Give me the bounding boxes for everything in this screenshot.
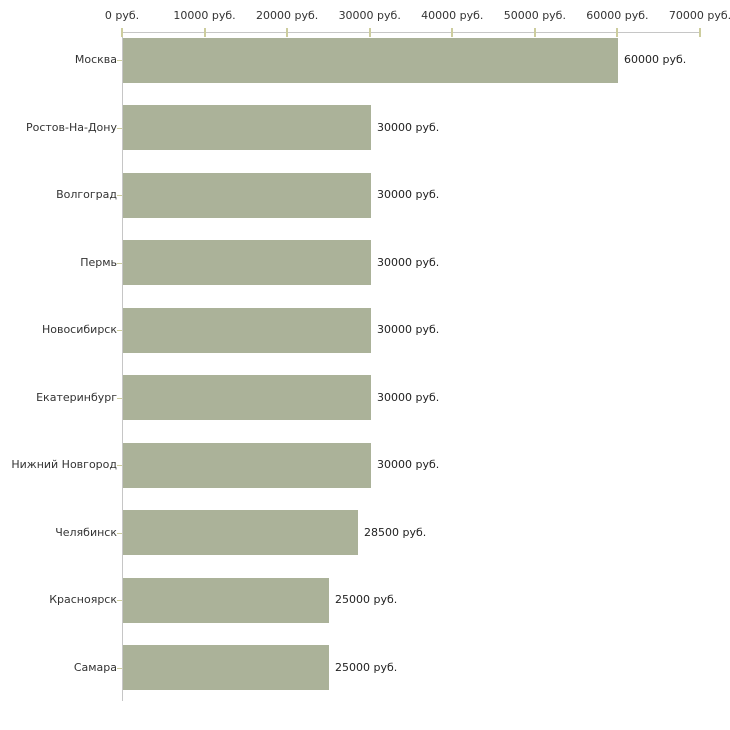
category-label: Красноярск	[49, 593, 117, 607]
category-label: Самара	[73, 660, 117, 674]
x-axis-line	[122, 32, 701, 33]
category-tick-mark	[117, 330, 122, 332]
value-label: 30000 руб.	[377, 120, 440, 134]
x-tick-mark	[286, 28, 289, 37]
x-tick-label: 30000 руб.	[338, 9, 401, 22]
category-tick-mark	[117, 195, 122, 197]
category-tick-mark	[117, 600, 122, 602]
category-label: Ростов-На-Дону	[25, 120, 117, 134]
bar	[123, 240, 371, 286]
value-label: 30000 руб.	[377, 323, 440, 337]
category-tick-mark	[117, 465, 122, 467]
bar	[123, 307, 371, 353]
category-tick-mark	[117, 667, 122, 669]
value-label: 30000 руб.	[377, 188, 440, 202]
bar	[123, 442, 371, 488]
category-tick-mark	[117, 127, 122, 129]
value-label: 28500 руб.	[364, 525, 427, 539]
category-label: Челябинск	[55, 525, 117, 539]
category-label: Новосибирск	[41, 323, 117, 337]
category-label: Волгоград	[56, 188, 117, 202]
bar	[123, 510, 358, 556]
value-label: 30000 руб.	[377, 458, 440, 472]
bar	[123, 172, 371, 218]
bar	[123, 37, 618, 83]
category-tick-mark	[117, 532, 122, 534]
x-tick-label: 10000 руб.	[173, 9, 236, 22]
x-tick-mark	[699, 28, 701, 37]
category-tick-mark	[117, 397, 122, 399]
category-label: Москва	[74, 53, 117, 66]
value-label: 30000 руб.	[377, 390, 440, 404]
value-label: 25000 руб.	[335, 593, 398, 607]
x-tick-label: 0 руб.	[104, 9, 140, 22]
bar	[123, 105, 371, 151]
category-tick-mark	[117, 60, 122, 61]
x-tick-mark	[533, 28, 536, 37]
category-label: Пермь	[80, 255, 117, 269]
bar	[123, 645, 329, 691]
x-tick-label: 40000 руб.	[421, 9, 484, 22]
x-tick-label: 70000 руб.	[668, 9, 730, 22]
bar	[123, 577, 329, 623]
bar	[123, 375, 371, 421]
x-tick-label: 20000 руб.	[256, 9, 319, 22]
x-tick-label: 60000 руб.	[586, 9, 649, 22]
x-tick-mark	[121, 28, 123, 37]
y-axis-line	[122, 32, 123, 701]
value-label: 60000 руб.	[624, 53, 687, 66]
x-tick-label: 50000 руб.	[503, 9, 566, 22]
x-tick-mark	[451, 28, 454, 37]
value-label: 30000 руб.	[377, 255, 440, 269]
category-label: Екатеринбург	[36, 390, 117, 404]
x-tick-mark	[616, 28, 619, 37]
x-tick-mark	[203, 28, 206, 37]
category-tick-mark	[117, 262, 122, 264]
category-label: Нижний Новгород	[11, 458, 117, 472]
x-tick-mark	[368, 28, 371, 37]
value-label: 25000 руб.	[335, 660, 398, 674]
